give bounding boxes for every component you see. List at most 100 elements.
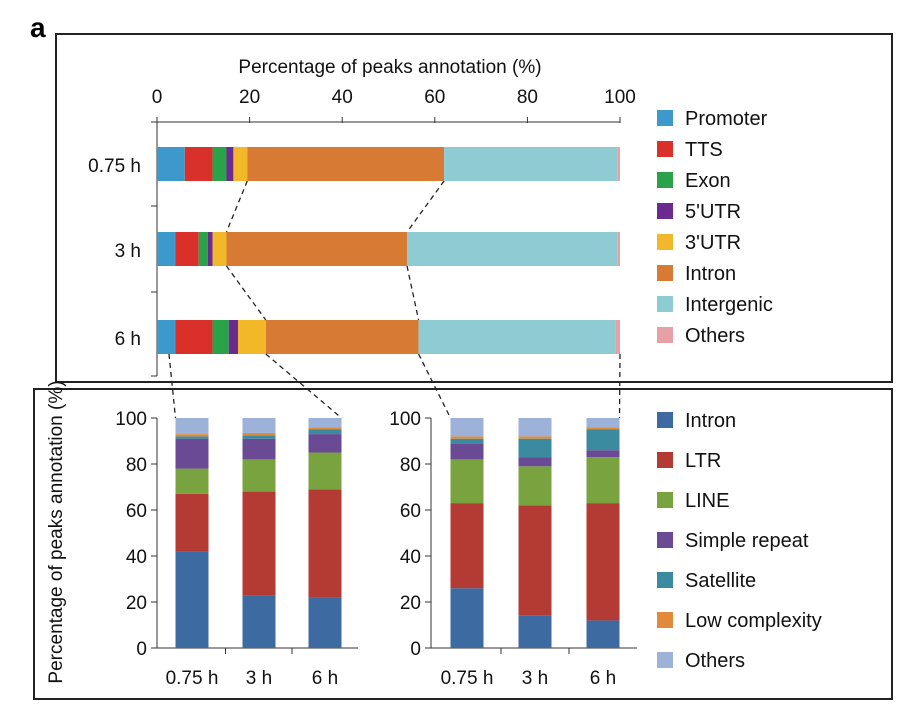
bottom-legend-swatch-line [657, 492, 673, 508]
bottom-legend-label-simple-repeat: Simple repeat [685, 530, 809, 552]
top-bar-3-utr-3-h [212, 232, 227, 266]
top-x-tick-label: 40 [332, 87, 353, 108]
top-legend-swatch-3-utr [657, 234, 673, 250]
top-legend-label-exon: Exon [685, 170, 731, 192]
bottom-x-category-label: 6 h [590, 668, 616, 689]
bottom-y-tick-label: 20 [400, 593, 421, 614]
bottom-x-category-label: 3 h [522, 668, 548, 689]
bottom-legend-label-ltr: LTR [685, 450, 721, 472]
bottom-bar-chart2-satellite-0-75-h [450, 438, 484, 444]
top-bar-others-0-75-h [617, 147, 620, 181]
zoom-connector-line [618, 353, 621, 419]
bottom-bar-chart1-ltr-0-75-h [175, 493, 209, 552]
bottom-bar-chart2-simple-repeat-3-h [518, 457, 552, 467]
bottom-legend-swatch-simple-repeat [657, 532, 673, 548]
zoom-connector-line [265, 353, 342, 419]
bottom-bar-chart2-satellite-3-h [518, 438, 552, 458]
bottom-y-tick-label: 0 [410, 639, 421, 660]
top-bar-tts-3-h [175, 232, 199, 266]
bottom-bar-chart2-ltr-3-h [518, 505, 552, 616]
bottom-legend-swatch-intron [657, 412, 673, 428]
top-legend-label-5-utr: 5'UTR [685, 201, 741, 223]
bottom-bar-chart2-ltr-6-h [586, 503, 620, 621]
bottom-bar-chart1-satellite-0-75-h [175, 436, 209, 439]
zoom-connector-line [168, 353, 177, 419]
bottom-y-tick-label: 40 [400, 547, 421, 568]
bottom-bar-chart1-line-6-h [308, 452, 342, 490]
bottom-bar-chart1-ltr-3-h [242, 491, 276, 596]
bottom-bar-chart1-simple-repeat-6-h [308, 434, 342, 453]
top-bar-others-3-h [617, 232, 620, 266]
top-bar-3-utr-0-75-h [233, 147, 248, 181]
bottom-bar-chart1-others-3-h [242, 418, 276, 433]
bottom-y-tick-label: 60 [126, 501, 147, 522]
top-bar-tts-0-75-h [184, 147, 213, 181]
bottom-bar-chart2-low-complexity-3-h [518, 436, 552, 439]
bottom-legend-swatch-ltr [657, 452, 673, 468]
top-connector-line [406, 265, 420, 321]
top-legend-label-intergenic: Intergenic [685, 294, 773, 316]
top-bar-intergenic-0-75-h [444, 147, 618, 181]
top-legend-swatch-5-utr [657, 203, 673, 219]
bottom-bar-chart1-satellite-6-h [308, 429, 342, 435]
bottom-bar-chart1-intron-6-h [308, 597, 342, 648]
bottom-bar-chart1-others-6-h [308, 418, 342, 428]
bottom-legend-label-intron: Intron [685, 410, 736, 432]
bottom-bar-chart2-others-6-h [586, 418, 620, 428]
top-category-label: 0.75 h [88, 156, 141, 177]
top-legend-swatch-promoter [657, 110, 673, 126]
top-legend-label-others: Others [685, 325, 745, 347]
top-connector-line [406, 180, 445, 233]
top-bar-exon-6-h [212, 320, 229, 354]
top-legend-swatch-tts [657, 141, 673, 157]
top-bar-others-6-h [615, 320, 620, 354]
bottom-x-category-label: 0.75 h [166, 668, 219, 689]
top-bar-intergenic-3-h [407, 232, 618, 266]
bottom-y-tick-label: 100 [115, 409, 147, 430]
bottom-bar-chart2-line-0-75-h [450, 459, 484, 504]
top-bar-3-utr-6-h [238, 320, 266, 354]
bottom-y-tick-label: 80 [400, 455, 421, 476]
bottom-bar-chart2-line-3-h [518, 466, 552, 506]
bottom-bar-chart2-intron-3-h [518, 615, 552, 648]
top-bar-intron-0-75-h [247, 147, 445, 181]
top-bar-exon-3-h [198, 232, 208, 266]
top-bar-intergenic-6-h [418, 320, 616, 354]
bottom-bar-chart2-satellite-6-h [586, 429, 620, 451]
bottom-bar-chart1-low-complexity-0-75-h [175, 434, 209, 437]
bottom-legend-label-line: LINE [685, 490, 729, 512]
bottom-panel-frame [33, 388, 893, 700]
top-bar-promoter-3-h [157, 232, 176, 266]
top-legend-swatch-others [657, 327, 673, 343]
bottom-bar-chart1-simple-repeat-0-75-h [175, 438, 209, 469]
bottom-bar-chart2-low-complexity-0-75-h [450, 436, 484, 439]
bottom-y-tick-label: 20 [126, 593, 147, 614]
top-bar-5-utr-3-h [207, 232, 213, 266]
top-panel-frame [55, 33, 893, 383]
top-x-tick-label: 80 [517, 87, 538, 108]
top-legend-label-intron: Intron [685, 263, 736, 285]
bottom-bar-chart1-ltr-6-h [308, 489, 342, 598]
top-bar-5-utr-0-75-h [226, 147, 234, 181]
top-legend-swatch-intron [657, 265, 673, 281]
bottom-bar-chart2-others-0-75-h [450, 418, 484, 437]
bottom-legend-swatch-others [657, 652, 673, 668]
bottom-bar-chart1-intron-3-h [242, 595, 276, 648]
top-connector-line [225, 265, 267, 321]
top-legend-swatch-exon [657, 172, 673, 188]
top-bar-promoter-0-75-h [157, 147, 185, 181]
bottom-bar-chart1-satellite-3-h [242, 435, 276, 439]
top-bar-intron-3-h [226, 232, 408, 266]
bottom-bar-chart2-ltr-0-75-h [450, 503, 484, 589]
panel-label: a [30, 12, 46, 43]
bottom-bar-chart1-intron-0-75-h [175, 551, 209, 648]
zoom-connector-line [418, 353, 452, 419]
top-category-label: 6 h [115, 329, 141, 350]
bottom-x-category-label: 6 h [312, 668, 338, 689]
bottom-bar-chart2-others-3-h [518, 418, 552, 437]
bottom-legend-swatch-satellite [657, 572, 673, 588]
top-category-label: 3 h [115, 241, 141, 262]
bottom-legend-label-others: Others [685, 650, 745, 672]
top-legend-label-3-utr: 3'UTR [685, 232, 741, 254]
